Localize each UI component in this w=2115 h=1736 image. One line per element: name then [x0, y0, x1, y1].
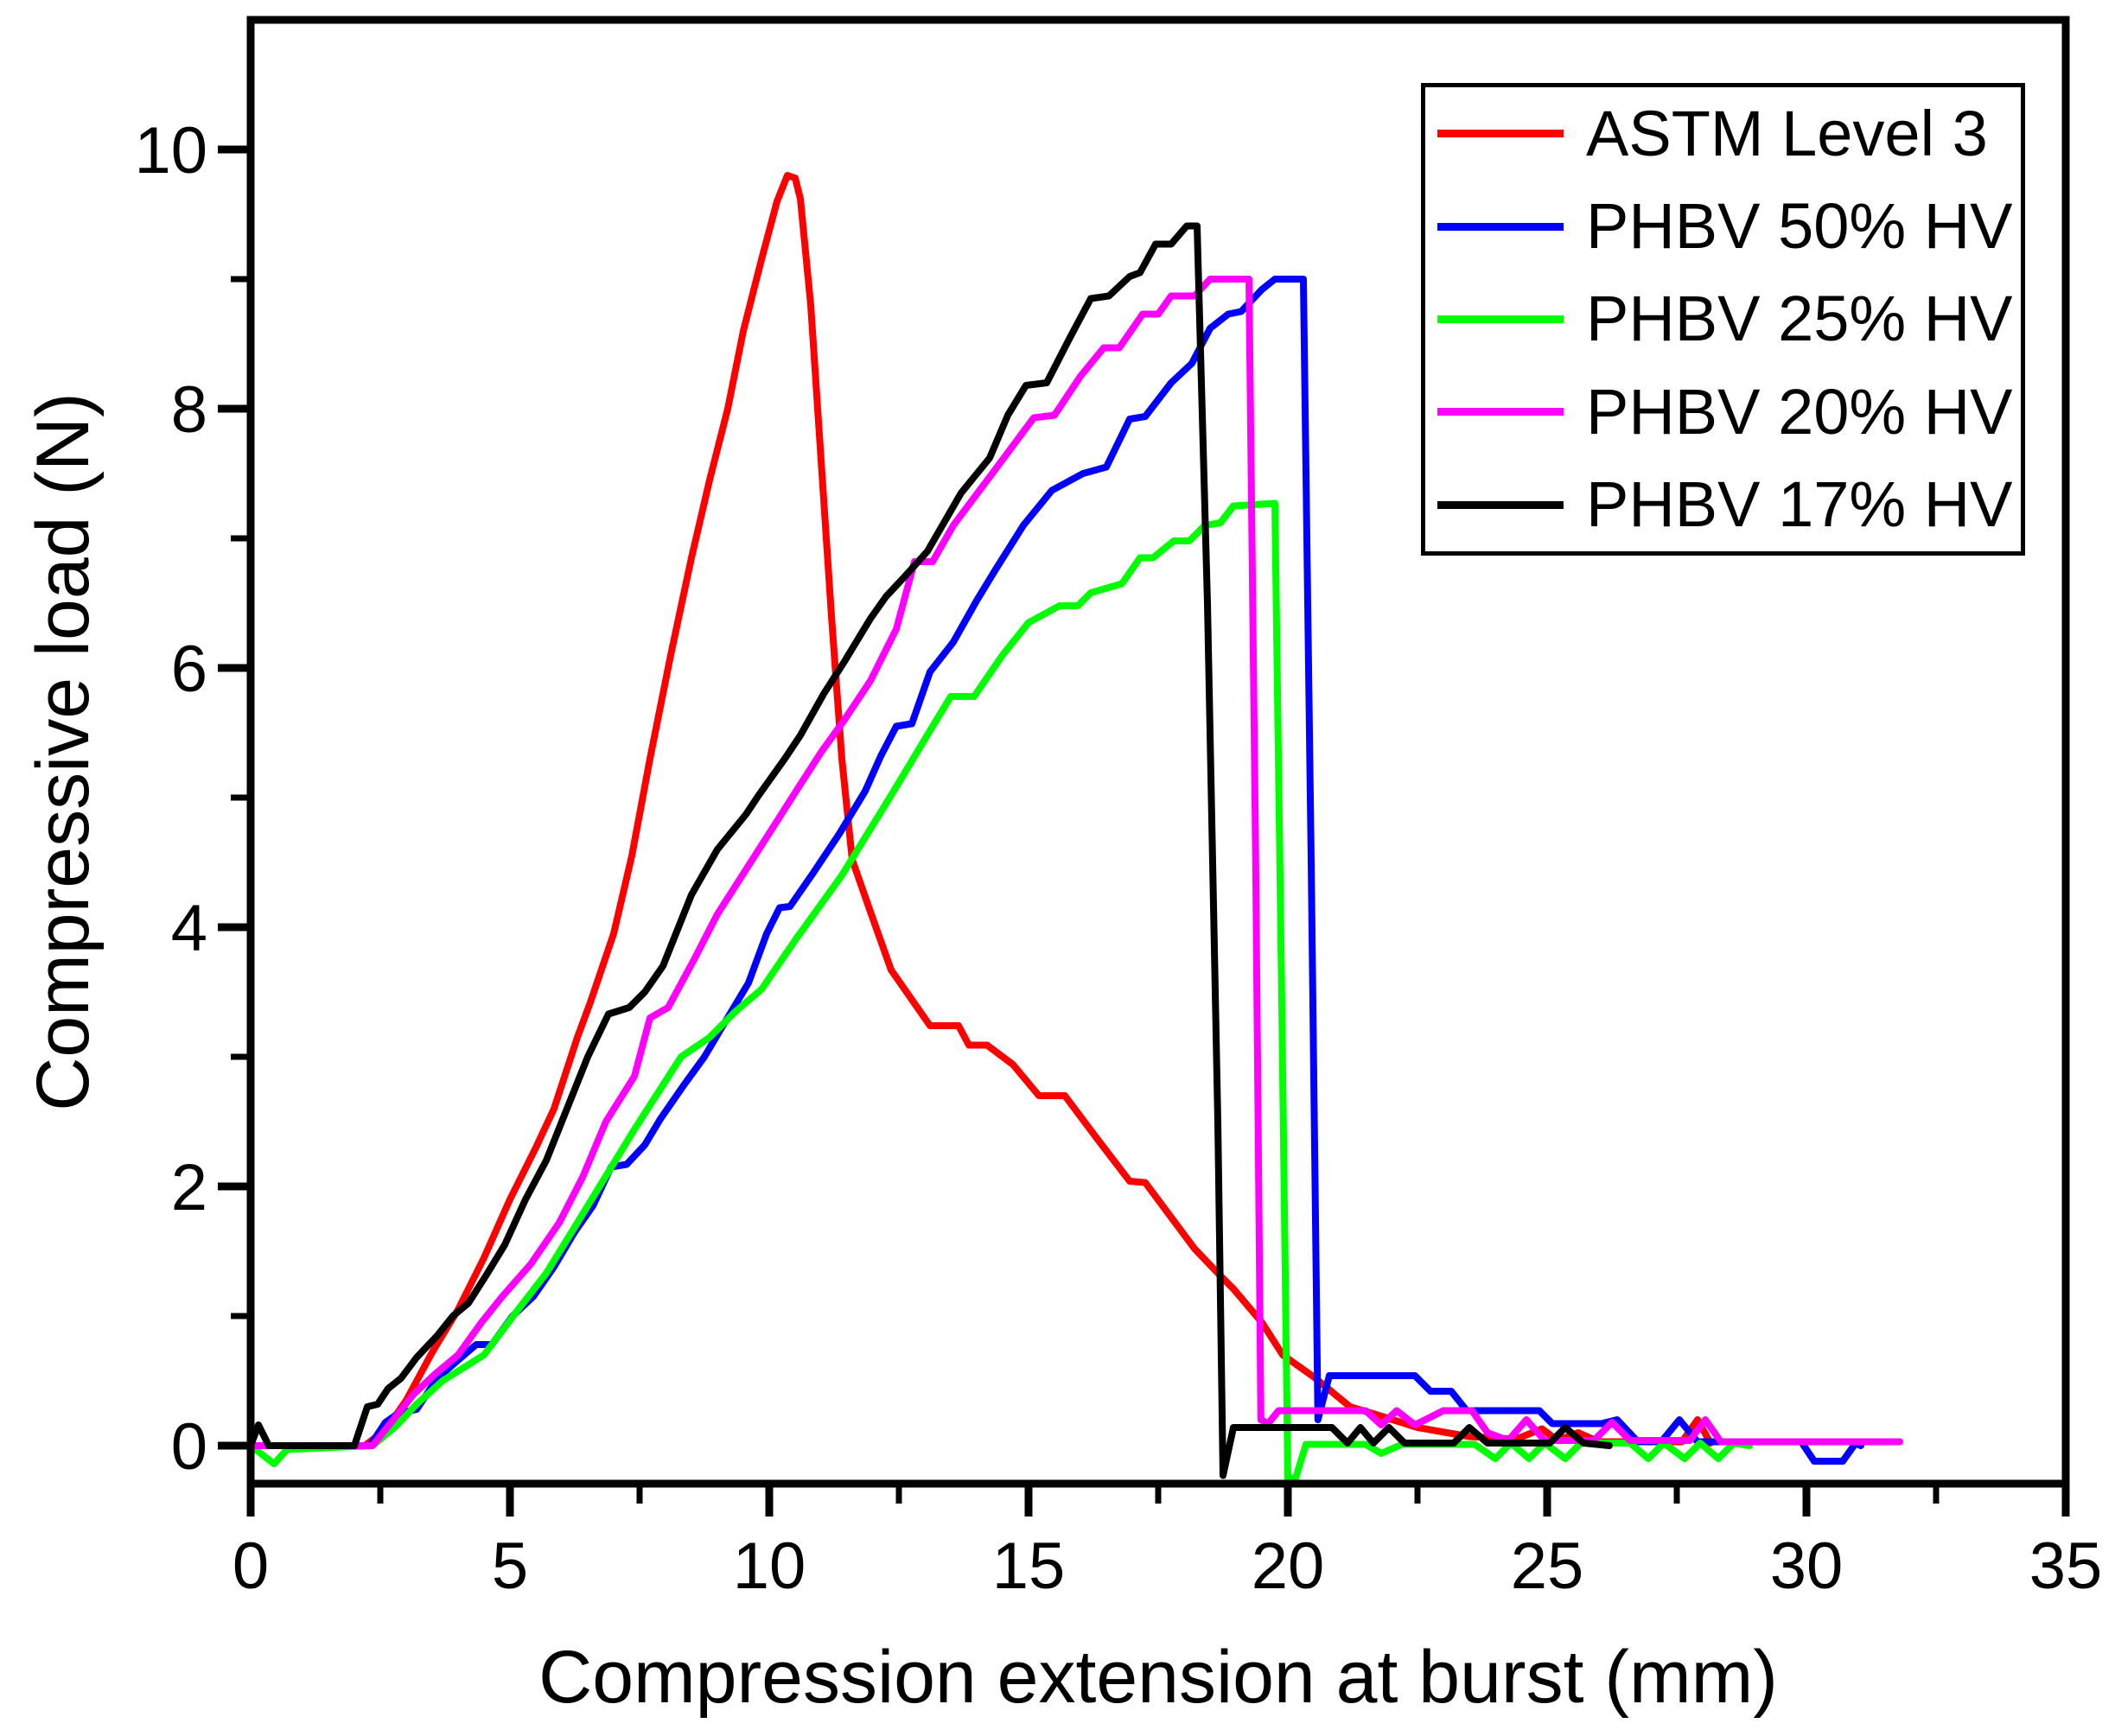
x-tick-label: 10: [733, 1529, 806, 1603]
legend-label: PHBV 25% HV: [1586, 283, 2013, 355]
legend-label: PHBV 17% HV: [1586, 468, 2013, 541]
y-tick-label: 6: [171, 633, 207, 706]
series-line-phbv-25-hv: [247, 499, 1753, 1482]
x-tick-label: 15: [992, 1529, 1066, 1603]
legend-item-phbv-20-hv: PHBV 20% HV: [1425, 375, 2021, 448]
legend-item-phbv-17-hv: PHBV 17% HV: [1425, 473, 2021, 537]
y-tick-label: 10: [134, 114, 207, 188]
legend-swatch-icon: [1437, 500, 1564, 509]
x-tick-label: 0: [233, 1529, 269, 1603]
legend-item-astm-level-3: ASTM Level 3: [1425, 97, 2021, 169]
x-tick-label: 35: [2029, 1529, 2103, 1603]
series-line-phbv-20-hv: [247, 276, 1903, 1449]
legend-swatch-icon: [1437, 130, 1564, 138]
y-tick-label: 2: [171, 1151, 207, 1224]
legend-item-phbv-25-hv: PHBV 25% HV: [1425, 287, 2021, 351]
x-tick-label: 30: [1770, 1529, 1844, 1603]
series-line-astm-level-3: [247, 172, 1714, 1449]
y-axis-title: Compressive load (N): [22, 392, 105, 1111]
x-axis-title: Compression extension at burst (mm): [538, 1636, 1778, 1719]
legend-item-phbv-50-hv: PHBV 50% HV: [1425, 194, 2021, 258]
y-tick-label: 0: [171, 1410, 207, 1484]
legend-label: PHBV 50% HV: [1586, 190, 2013, 263]
x-tick-label: 25: [1511, 1529, 1584, 1603]
x-tick-label: 5: [492, 1529, 528, 1603]
legend-label: PHBV 20% HV: [1586, 375, 2013, 448]
series-line-phbv-17-hv: [247, 222, 1613, 1479]
legend-swatch-icon: [1437, 222, 1564, 231]
legend: ASTM Level 3 PHBV 50% HV PHBV 25% HV PHBV 2…: [1421, 83, 2025, 556]
y-tick-label: 4: [171, 892, 207, 965]
legend-swatch-icon: [1437, 408, 1564, 417]
legend-label: ASTM Level 3: [1586, 97, 1988, 169]
legend-swatch-icon: [1437, 315, 1564, 323]
y-tick-label: 8: [171, 373, 207, 447]
x-tick-label: 20: [1252, 1529, 1325, 1603]
